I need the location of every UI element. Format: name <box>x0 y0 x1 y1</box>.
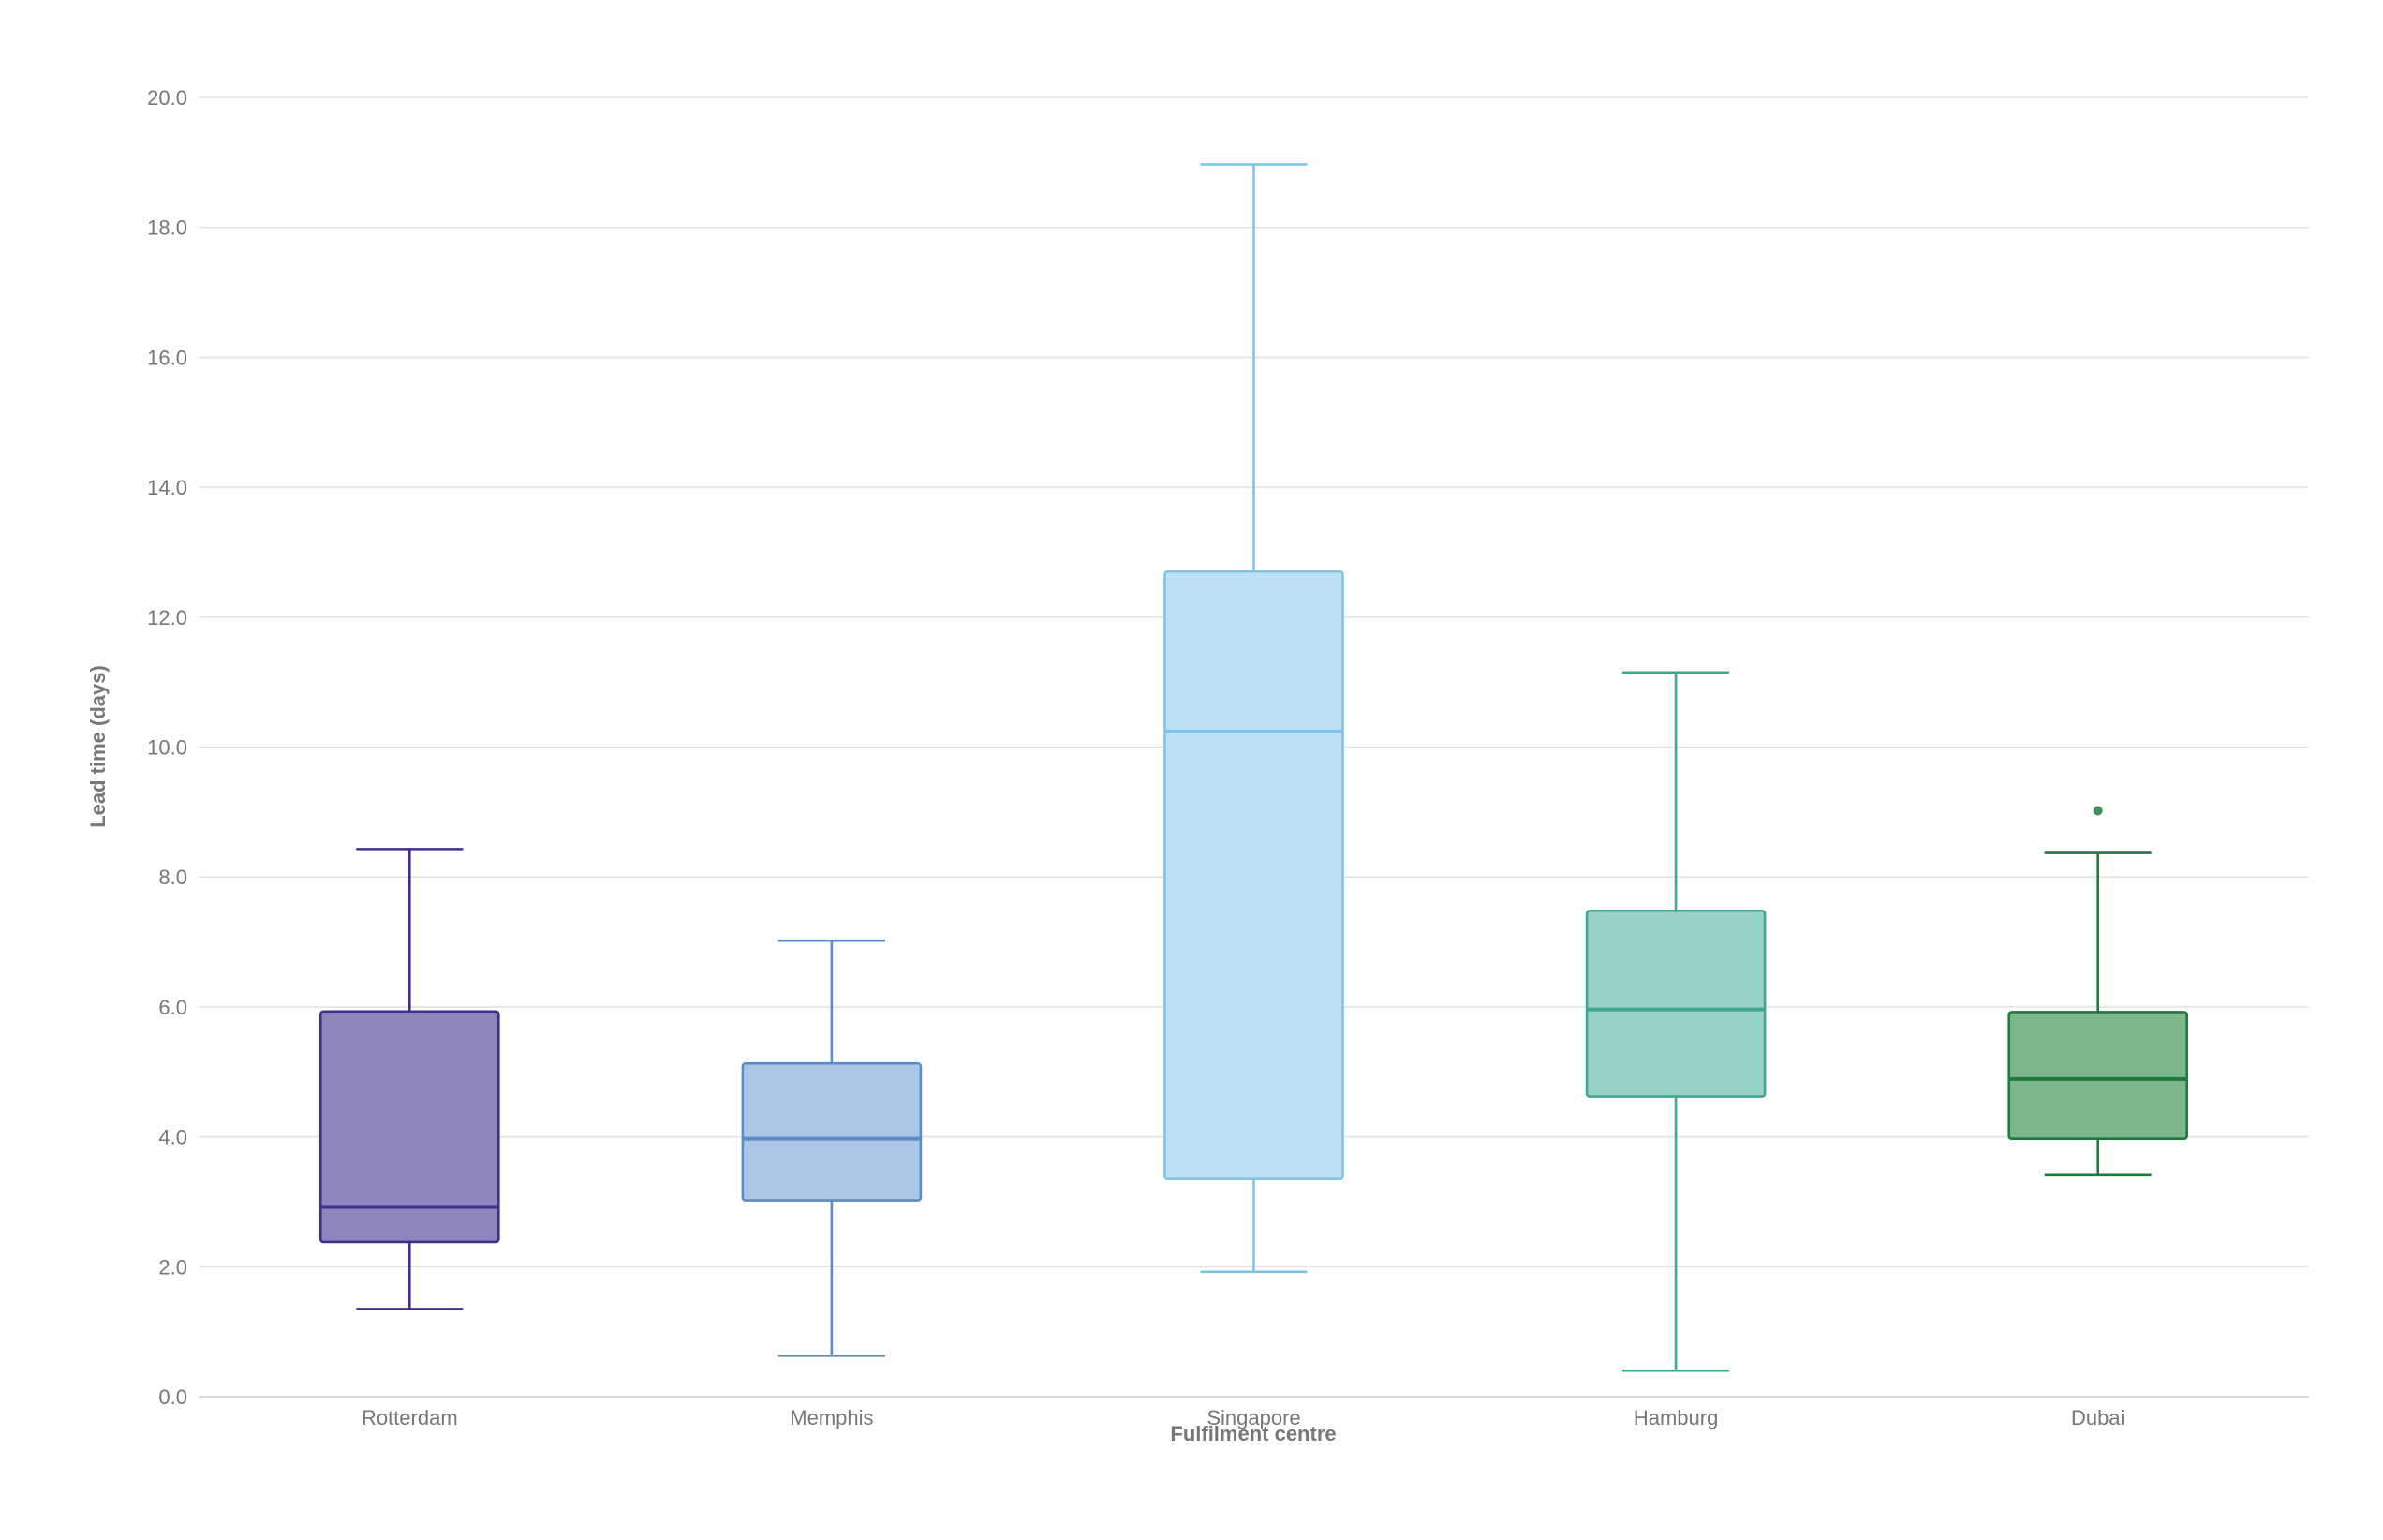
box-group-rotterdam <box>318 848 500 1310</box>
outlier-point <box>2093 806 2103 816</box>
y-tick-label: 20.0 <box>147 86 187 110</box>
x-tick-label: Memphis <box>790 1406 873 1429</box>
y-tick-label: 18.0 <box>147 216 187 240</box>
y-tick-label: 0.0 <box>158 1385 187 1409</box>
x-tick-label: Hamburg <box>1634 1406 1718 1429</box>
iqr-box <box>1163 570 1344 1180</box>
y-tick-label: 4.0 <box>158 1126 187 1149</box>
iqr-box <box>2007 1011 2188 1140</box>
x-axis-title: Fulfilment centre <box>1170 1422 1336 1445</box>
y-axis-title: Lead time (days) <box>86 665 110 828</box>
y-tick-label: 14.0 <box>147 476 187 499</box>
y-tick-label: 12.0 <box>147 606 187 629</box>
y-tick-label: 8.0 <box>158 866 187 889</box>
iqr-box <box>741 1061 923 1202</box>
x-tick-label: Singapore <box>1206 1406 1300 1429</box>
x-tick-label: Dubai <box>2071 1406 2124 1429</box>
x-tick-labels: Rotterdam Memphis Singapore Hamburg Dubai <box>362 1406 2125 1429</box>
box-group-singapore <box>1163 163 1344 1274</box>
y-tick-label: 16.0 <box>147 346 187 369</box>
y-tick-label: 6.0 <box>158 996 187 1019</box>
box-series <box>318 163 2188 1372</box>
box-group-memphis <box>741 939 923 1357</box>
iqr-box <box>318 1010 500 1244</box>
y-tick-labels: 0.0 2.0 4.0 6.0 8.0 10.0 12.0 14.0 16.0 18.0 20.0 <box>147 86 187 1409</box>
box-group-hamburg <box>1585 671 1767 1372</box>
y-tick-label: 10.0 <box>147 736 187 760</box>
x-tick-label: Rotterdam <box>362 1406 458 1429</box>
y-tick-label: 2.0 <box>158 1255 187 1279</box>
iqr-box <box>1585 909 1767 1098</box>
box-group-dubai <box>2007 806 2188 1177</box>
